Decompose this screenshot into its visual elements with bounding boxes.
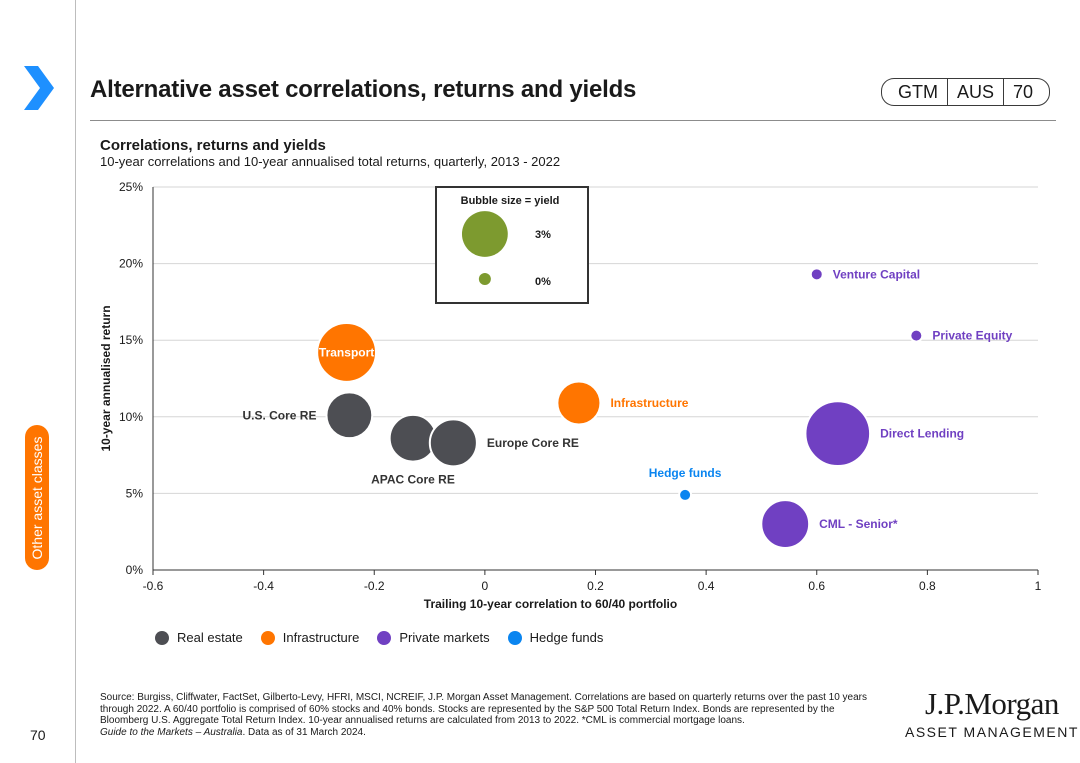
- x-tick-label: -0.6: [143, 579, 164, 593]
- jpmorgan-logo: J.P.Morgan ASSET MANAGEMENT: [905, 686, 1079, 740]
- legend-swatch: [260, 630, 275, 645]
- data-label: Direct Lending: [880, 427, 964, 441]
- data-label: Hedge funds: [649, 466, 722, 480]
- legend-item-infrastructure: Infrastructure: [260, 630, 360, 645]
- gtm-badge-part: AUS: [947, 79, 1003, 105]
- legend-item-hedge-funds: Hedge funds: [507, 630, 604, 645]
- data-label: Infrastructure: [610, 396, 688, 410]
- source-text: Source: Burgiss, Cliffwater, FactSet, Gi…: [100, 692, 867, 726]
- chevron-right-icon: [24, 66, 54, 110]
- size-legend-title: Bubble size = yield: [461, 195, 560, 207]
- gtm-badge-part: 70: [1003, 79, 1049, 105]
- bubble-europe-core-re: [428, 418, 478, 468]
- size-legend-label: 0%: [535, 276, 551, 288]
- size-legend-bubble-small: [478, 273, 491, 285]
- y-tick-label: 0%: [126, 563, 144, 577]
- bubble-infrastructure: [556, 380, 602, 426]
- x-axis-label: Trailing 10-year correlation to 60/40 po…: [424, 597, 677, 611]
- y-tick-label: 10%: [119, 410, 143, 424]
- legend-label: Infrastructure: [282, 630, 360, 645]
- bubble-transport: [316, 322, 378, 383]
- page-title: Alternative asset correlations, returns …: [90, 76, 637, 103]
- data-label: APAC Core RE: [371, 473, 455, 487]
- x-tick-label: 0: [482, 579, 489, 593]
- data-label: CML - Senior*: [819, 517, 898, 531]
- data-label: Venture Capital: [833, 267, 920, 281]
- y-tick-label: 20%: [119, 257, 143, 271]
- y-axis-label: 10-year annualised return: [99, 305, 113, 451]
- series-legend: Real estate Infrastructure Private marke…: [155, 630, 603, 645]
- bubble-venture-capital: [809, 267, 824, 282]
- legend-item-private-markets: Private markets: [377, 630, 490, 645]
- x-tick-label: -0.2: [364, 579, 385, 593]
- side-tab-other-asset-classes[interactable]: Other asset classes: [25, 425, 49, 570]
- x-tick-label: 0.4: [698, 579, 715, 593]
- legend-item-real-estate: Real estate: [155, 630, 243, 645]
- size-legend-box: [435, 186, 589, 304]
- size-legend-label: 3%: [535, 229, 551, 241]
- guide-title: Guide to the Markets – Australia: [100, 726, 243, 738]
- data-label: U.S. Core RE: [242, 408, 316, 422]
- legend-label: Hedge funds: [529, 630, 604, 645]
- chart-title: Correlations, returns and yields: [100, 137, 326, 154]
- bubble-hedge-funds: [678, 487, 693, 502]
- left-divider: [75, 0, 76, 763]
- x-tick-label: -0.4: [253, 579, 274, 593]
- legend-label: Real estate: [177, 630, 243, 645]
- size-legend-bubble-large: [461, 211, 508, 257]
- x-tick-label: 0.2: [587, 579, 604, 593]
- logo-wordmark: J.P.Morgan: [924, 686, 1059, 721]
- logo-subtitle: ASSET MANAGEMENT: [905, 724, 1079, 740]
- data-label: Private Equity: [932, 329, 1012, 343]
- x-tick-label: 0.8: [919, 579, 936, 593]
- bubble-private-equity: [909, 328, 924, 343]
- x-tick-label: 0.6: [808, 579, 825, 593]
- header-rule: [90, 120, 1056, 121]
- bubble-cml-senior: [760, 499, 811, 549]
- y-tick-label: 25%: [119, 180, 143, 194]
- x-tick-label: 1: [1035, 579, 1042, 593]
- legend-label: Private markets: [399, 630, 490, 645]
- legend-swatch: [507, 630, 522, 645]
- y-tick-label: 15%: [119, 333, 143, 347]
- data-label: Transport: [319, 345, 374, 359]
- bubble-u-s-core-re: [325, 391, 374, 440]
- page-number: 70: [30, 727, 46, 743]
- bubble-direct-lending: [804, 400, 872, 467]
- legend-swatch: [377, 630, 392, 645]
- legend-swatch: [155, 630, 169, 645]
- data-label: Europe Core RE: [487, 436, 579, 450]
- gtm-badge-part: GTM: [898, 81, 938, 102]
- y-tick-label: 5%: [126, 486, 144, 500]
- source-note: Source: Burgiss, Cliffwater, FactSet, Gi…: [100, 692, 885, 738]
- chart-subtitle: 10-year correlations and 10-year annuali…: [100, 154, 561, 169]
- gtm-badge: GTM AUS 70: [881, 78, 1051, 106]
- data-date: . Data as of 31 March 2024.: [242, 726, 366, 738]
